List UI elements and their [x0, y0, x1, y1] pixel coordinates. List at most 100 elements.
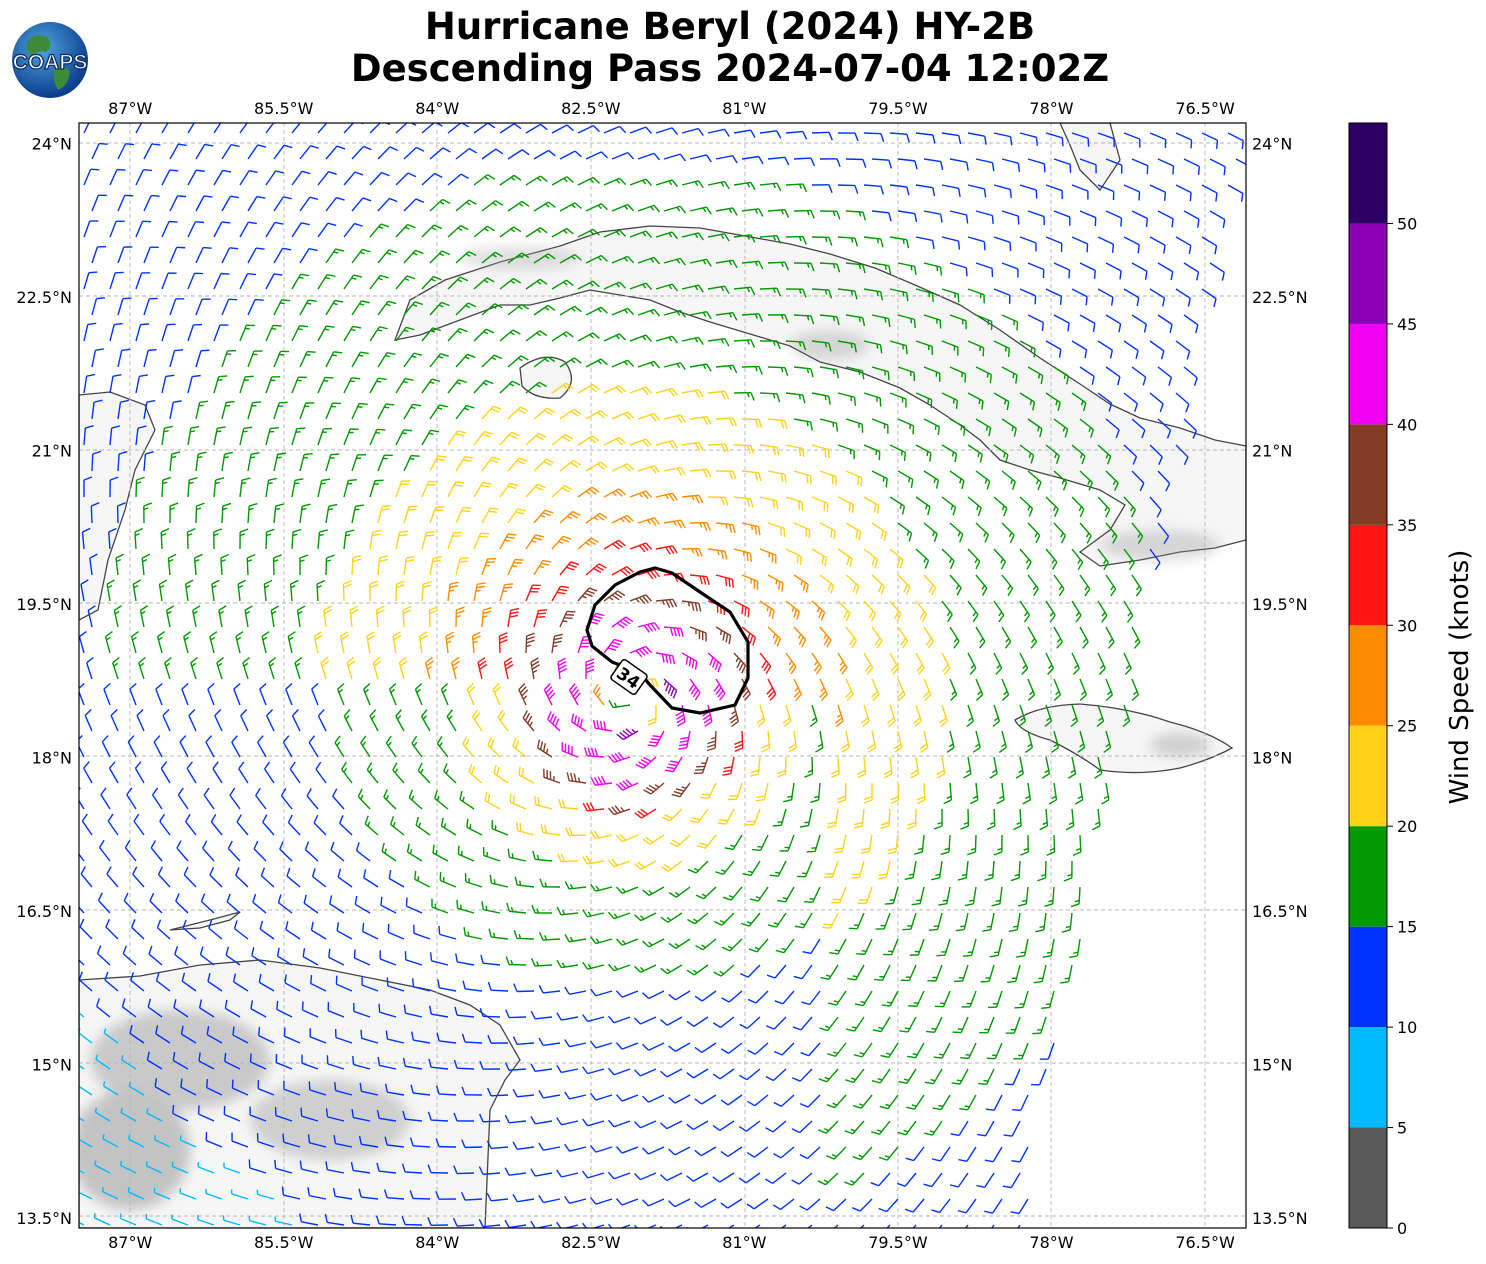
- wind-barb: [819, 314, 840, 326]
- wind-barb: [984, 1198, 1003, 1214]
- wind-barb: [1022, 782, 1031, 805]
- wind-barb: [239, 221, 257, 238]
- wind-barb: [83, 271, 98, 290]
- wind-barb: [96, 945, 111, 966]
- wind-barb: [603, 539, 626, 550]
- wind-barb: [376, 1162, 397, 1174]
- wind-barb: [915, 496, 931, 516]
- wind-barb: [1072, 834, 1082, 857]
- wind-barb: [135, 374, 148, 394]
- wind-barb: [329, 895, 345, 914]
- wind-barb: [280, 788, 293, 810]
- wind-barb: [504, 1062, 527, 1071]
- wind-barb: [811, 184, 833, 194]
- wind-barb: [509, 793, 527, 810]
- wind-barb: [642, 990, 665, 1000]
- wind-barb: [825, 1198, 847, 1212]
- wind-barb: [633, 1120, 657, 1129]
- colorbar-tick-label: 25: [1397, 717, 1417, 736]
- wind-barb: [615, 938, 639, 946]
- wind-barb: [637, 360, 661, 369]
- wind-barb: [538, 1194, 561, 1204]
- wind-barb: [429, 147, 451, 160]
- wind-barb: [879, 1094, 899, 1110]
- wind-barb: [871, 418, 889, 434]
- wind-barb: [915, 444, 932, 462]
- wind-barb: [91, 245, 107, 264]
- wind-barb: [861, 704, 870, 728]
- wind-barb: [687, 860, 709, 874]
- wind-barb: [351, 145, 372, 160]
- wind-barb: [933, 808, 943, 830]
- wind-barb: [99, 839, 111, 862]
- wind-barb: [949, 470, 965, 490]
- wind-barb: [296, 605, 306, 628]
- wind-barb: [169, 349, 184, 368]
- wind-barb: [739, 1068, 761, 1081]
- wind-barb: [607, 805, 631, 816]
- wind-barb: [633, 1172, 657, 1181]
- wind-barb: [403, 403, 422, 420]
- wind-barb: [121, 1054, 137, 1070]
- wind-barb: [487, 1034, 509, 1044]
- wind-barb: [858, 886, 873, 905]
- wind-barb: [79, 906, 85, 914]
- wind-barb: [707, 337, 730, 347]
- wind-barb: [741, 574, 759, 591]
- wind-barb: [566, 772, 587, 784]
- wind-barb: [967, 834, 977, 856]
- wind-barb: [845, 418, 864, 433]
- wind-barb: [224, 999, 241, 1018]
- wind-barb: [195, 298, 211, 316]
- wind-barb: [975, 522, 990, 543]
- wind-barb: [688, 678, 701, 701]
- wind-barb: [643, 782, 665, 795]
- wind-barb: [406, 843, 423, 862]
- wind-barb: [261, 631, 270, 654]
- wind-barb: [429, 952, 449, 966]
- wind-barb: [637, 621, 660, 633]
- wind-barb: [346, 656, 356, 680]
- wind-barb: [492, 682, 502, 706]
- wind-barb: [421, 275, 442, 290]
- wind-barb: [975, 314, 993, 330]
- wind-barb: [249, 1106, 267, 1122]
- wind-barb: [265, 324, 282, 342]
- wind-barb: [139, 605, 149, 628]
- wind-barb: [1037, 860, 1047, 882]
- wind-barb: [410, 1084, 431, 1096]
- wind-barb: [889, 548, 904, 569]
- wind-barb: [273, 452, 287, 472]
- wind-barb: [325, 351, 343, 368]
- wind-barb: [686, 1068, 709, 1079]
- wind-barb: [686, 1120, 709, 1131]
- wind-barb: [533, 201, 556, 212]
- wind-barb: [847, 964, 865, 981]
- wind-barb: [637, 412, 661, 422]
- wind-barb: [681, 232, 704, 241]
- wind-barb: [807, 1224, 813, 1228]
- wind-barb: [354, 895, 371, 914]
- wind-barb: [286, 867, 301, 888]
- wind-barb: [282, 1133, 301, 1148]
- wind-barb: [989, 938, 1003, 958]
- wind-barb: [984, 1146, 1003, 1163]
- wind-barb: [1097, 548, 1109, 571]
- wind-barb: [1105, 158, 1123, 174]
- wind-barb: [603, 488, 626, 498]
- wind-barb: [615, 833, 639, 843]
- lon-tick-label-bottom: 82.5°W: [561, 1233, 621, 1252]
- wind-barb: [328, 948, 345, 966]
- wind-barb: [466, 682, 476, 706]
- wind-barb: [1061, 912, 1073, 933]
- wind-barb: [146, 1051, 163, 1070]
- wind-barb: [300, 1107, 319, 1122]
- wind-barb: [183, 631, 192, 654]
- wind-barb: [875, 912, 891, 930]
- wind-barb: [976, 1172, 995, 1188]
- wind-barb: [81, 527, 91, 550]
- wind-barb: [689, 206, 712, 215]
- wind-barb: [923, 470, 940, 489]
- wind-barb: [733, 548, 752, 562]
- wind-barb: [421, 531, 435, 550]
